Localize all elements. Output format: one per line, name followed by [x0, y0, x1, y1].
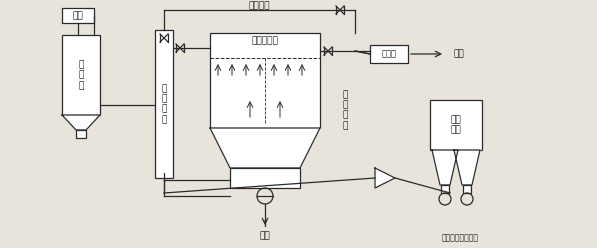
Text: 旁通管道: 旁通管道 [249, 1, 270, 10]
Bar [76, 130, 86, 138]
Bar [62, 35, 100, 115]
Text: 废
气
管
道: 废 气 管 道 [161, 84, 167, 124]
Text: 供应药品用鼓风机: 供应药品用鼓风机 [442, 234, 479, 243]
Bar [155, 30, 173, 178]
Bar [463, 185, 471, 193]
Polygon shape [454, 150, 480, 185]
Polygon shape [62, 115, 100, 130]
Text: 药剂
储罐: 药剂 储罐 [451, 115, 461, 135]
Text: 粉尘: 粉尘 [260, 231, 270, 241]
Polygon shape [432, 150, 458, 185]
Polygon shape [375, 168, 395, 188]
Text: 废气: 废气 [73, 11, 84, 20]
Text: 袋式除尘器: 袋式除尘器 [251, 36, 278, 45]
Bar [62, 8, 94, 23]
Text: 高
压
空
气: 高 压 空 气 [342, 90, 347, 130]
Text: 冷
却
器: 冷 却 器 [78, 60, 84, 90]
Polygon shape [210, 128, 320, 168]
Bar [210, 33, 320, 128]
Bar [370, 45, 408, 63]
Bar [430, 100, 482, 150]
Bar [441, 185, 449, 193]
Bar [230, 168, 300, 188]
Text: 烟囱: 烟囱 [454, 50, 464, 59]
Text: 引风机: 引风机 [381, 50, 396, 59]
